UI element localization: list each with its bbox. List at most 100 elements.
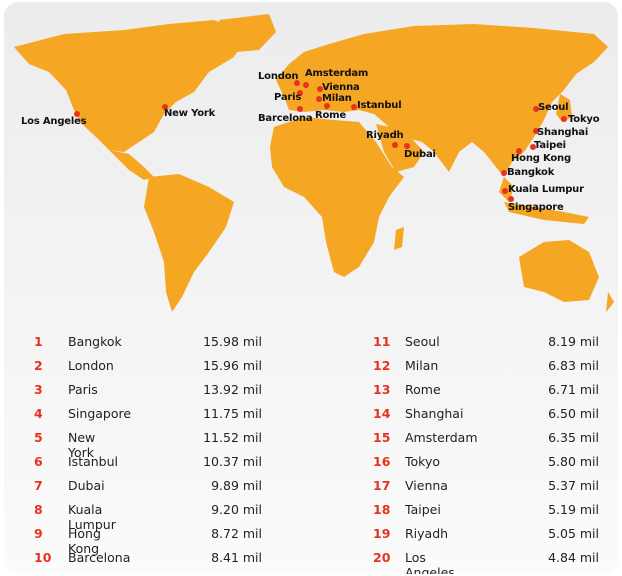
city-name: London [68,358,114,373]
city-marker [162,104,168,110]
city-value: 6.35 mil [548,430,599,445]
city-value: 6.71 mil [548,382,599,397]
city-value: 8.72 mil [211,526,262,541]
city-value: 8.41 mil [211,550,262,565]
city-name: Dubai [68,478,105,493]
city-rank: 10 [34,550,52,565]
africa [270,117,404,277]
city-rank: 1 [34,334,43,349]
world-map [14,14,614,312]
city-map-label: Istanbul [357,100,402,111]
city-marker [297,106,303,112]
city-name: Taipei [405,502,441,517]
city-map-label: Los Angeles [21,116,87,127]
city-marker [351,104,357,110]
new-zealand [606,292,614,312]
city-name: Bangkok [68,334,122,349]
city-map-label: Tokyo [568,114,600,125]
australia [519,240,599,302]
city-marker [317,86,323,92]
indonesia [504,202,589,224]
city-rank: 13 [373,382,391,397]
city-map-label: Vienna [322,82,360,93]
city-value: 15.96 mil [203,358,262,373]
city-map-label: Dubai [404,149,436,160]
infographic-card: Bangkok London Paris Singapore New York Istan… [4,2,618,574]
city-name: Istanbul [68,454,119,469]
city-rank: 4 [34,406,43,421]
city-map-label: Milan [322,93,352,104]
city-marker [294,80,300,86]
japan [556,94,572,122]
city-rank: 12 [373,358,391,373]
city-map-label: Riyadh [366,130,404,141]
city-rank: 14 [373,406,391,421]
city-marker [404,143,410,149]
city-rank: 3 [34,382,43,397]
city-marker [74,111,80,117]
city-map-label: Kuala Lumpur [508,184,584,195]
city-marker [502,188,508,194]
city-rank: 6 [34,454,43,469]
city-rank: 2 [34,358,43,373]
city-map-label: Rome [315,110,346,121]
city-value: 6.83 mil [548,358,599,373]
city-name: Riyadh [405,526,449,541]
city-marker [533,128,539,134]
eurasia [276,24,608,177]
city-value: 5.37 mil [548,478,599,493]
city-rank: 20 [373,550,391,565]
city-marker [392,142,398,148]
city-marker [303,82,309,88]
city-marker [516,148,522,154]
greenland [219,14,276,52]
city-map-label: Paris [274,92,302,103]
city-value: 13.92 mil [203,382,262,397]
city-marker [533,106,539,112]
city-marker [316,96,322,102]
south-america [144,174,234,312]
city-name: Vienna [405,478,448,493]
city-map-label: London [258,71,299,82]
city-value: 10.37 mil [203,454,262,469]
city-name: Hong Kong [68,526,101,556]
city-map-label: Singapore [508,202,564,213]
city-name: Paris [68,382,98,397]
city-value: 5.80 mil [548,454,599,469]
city-value: 5.19 mil [548,502,599,517]
city-map-label: Barcelona [258,113,313,124]
city-value: 11.52 mil [203,430,262,445]
city-name: Rome [405,382,441,397]
city-rank: 17 [373,478,391,493]
city-marker [508,196,514,202]
city-name: Singapore [68,406,132,421]
city-map-label: Amsterdam [305,68,369,79]
city-value: 15.98 mil [203,334,262,349]
city-rank: 5 [34,430,43,445]
city-map-label: Shanghai [537,127,589,138]
city-marker [501,170,507,176]
city-rank: 19 [373,526,391,541]
city-rank: 16 [373,454,391,469]
city-marker [324,103,330,109]
madagascar [394,227,404,250]
city-rank: 11 [373,334,391,349]
city-name: Los Angeles [405,550,455,574]
city-map-label: Bangkok [507,167,555,178]
city-name: Amsterdam [405,430,478,445]
city-value: 6.50 mil [548,406,599,421]
city-value: 4.84 mil [548,550,599,565]
city-map-label: Hong Kong [511,153,571,164]
city-name: Seoul [405,334,440,349]
city-value: 5.05 mil [548,526,599,541]
city-marker [530,144,536,150]
uk [288,62,300,82]
city-marker [561,116,567,122]
central-america [109,150,154,180]
city-rank: 9 [34,526,43,541]
city-name: Kuala Lumpur [68,502,116,532]
city-name: Barcelona [68,550,131,565]
arabia [376,124,424,172]
city-name: Shanghai [405,406,464,421]
north-america [14,20,249,152]
